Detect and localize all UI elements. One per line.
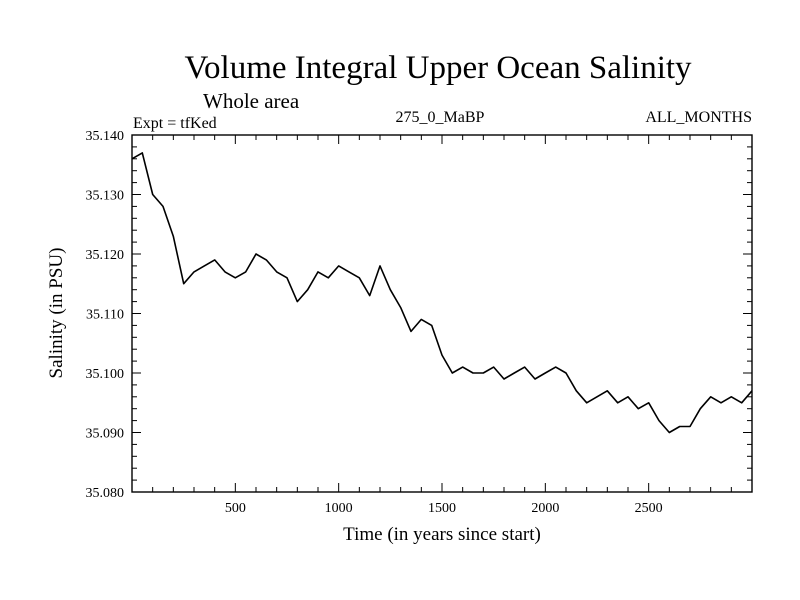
y-tick-label: 35.090 xyxy=(86,427,125,442)
y-tick-label: 35.080 xyxy=(86,486,125,501)
chart-subtitle: Whole area xyxy=(203,89,300,113)
x-tick-label: 1500 xyxy=(428,501,456,516)
x-tick-labels: 500 1000 1500 2000 2500 xyxy=(225,501,663,516)
plot-frame xyxy=(131,134,753,493)
y-tick-labels: 35.080 35.090 35.100 35.110 35.120 35.130 35.1… xyxy=(86,129,125,501)
axis-ticks xyxy=(132,135,752,492)
series-line xyxy=(131,152,753,434)
y-tick-label: 35.120 xyxy=(86,248,125,263)
x-tick-label: 2500 xyxy=(635,501,663,516)
x-tick-label: 1000 xyxy=(325,501,353,516)
y-tick-label: 35.100 xyxy=(86,367,125,382)
chart-title: Volume Integral Upper Ocean Salinity xyxy=(184,50,692,86)
y-tick-label: 35.110 xyxy=(86,308,124,323)
x-tick-label: 2000 xyxy=(531,501,559,516)
experiment-label: Expt = tfKed xyxy=(133,115,217,132)
y-axis-label: Salinity (in PSU) xyxy=(46,248,67,379)
y-tick-label: 35.140 xyxy=(86,129,125,144)
series-layer xyxy=(131,152,753,434)
x-tick-label: 500 xyxy=(225,501,246,516)
y-tick-label: 35.130 xyxy=(86,189,125,204)
x-axis-label: Time (in years since start) xyxy=(343,524,541,545)
months-label: ALL_MONTHS xyxy=(645,109,752,126)
period-label: 275_0_MaBP xyxy=(396,109,485,126)
